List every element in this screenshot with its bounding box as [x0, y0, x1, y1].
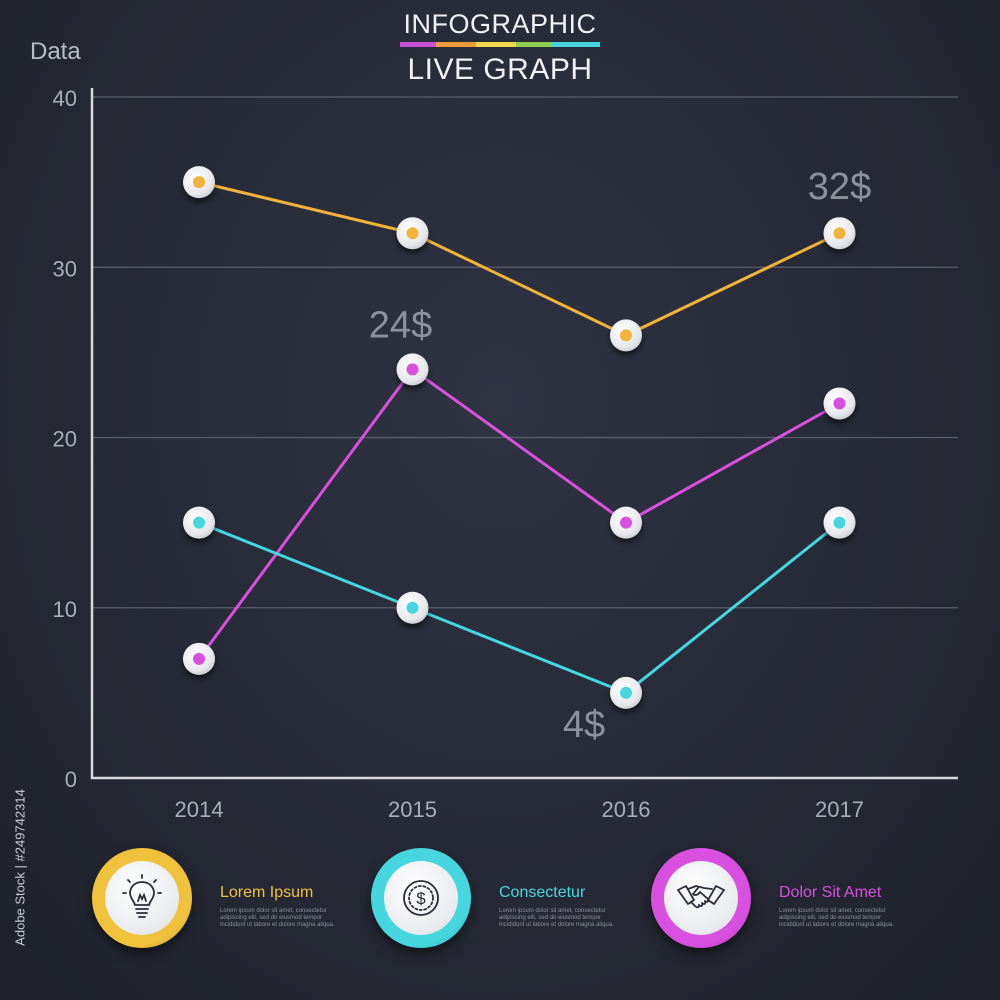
legend-ring-3 [651, 848, 751, 948]
point-center [833, 227, 846, 240]
y-tick-label-30: 30 [53, 256, 77, 281]
series-line-2 [197, 367, 841, 660]
point-center [406, 363, 419, 376]
x-tick-label-2016: 2016 [602, 797, 651, 822]
data-annotation-1: 32$ [808, 166, 871, 208]
y-tick-label-0: 0 [65, 767, 77, 792]
point-center [620, 686, 632, 699]
y-tick-label-20: 20 [53, 427, 77, 452]
point-center [193, 176, 205, 189]
x-tick-label-2014: 2014 [175, 797, 224, 822]
y-tick-label-40: 40 [53, 86, 77, 111]
handshake-icon [664, 861, 738, 935]
title-line-2: LIVE GRAPH [407, 53, 593, 86]
stock-id: Adobe Stock | #249742314 [12, 789, 28, 946]
legend-title-3: Dolor Sit Amet [779, 884, 882, 901]
point-center [620, 329, 632, 342]
legend-text-1: Lorem ipsum dolor sit amet, consectetur … [220, 908, 335, 928]
x-tick-label-2015: 2015 [388, 797, 437, 822]
rainbow-underline [400, 42, 600, 47]
point-center [406, 227, 419, 240]
series-2-point-2014 [183, 642, 215, 675]
legend-title-2: Consectetur [499, 884, 586, 901]
y-axis-label: Data [30, 38, 81, 65]
point-center [620, 516, 632, 529]
y-tick-label-10: 10 [53, 597, 77, 622]
series-3-point-2017 [823, 506, 856, 539]
series-3-point-2015 [396, 591, 429, 624]
title-line-1: INFOGRAPHIC [403, 9, 597, 39]
series-1-point-2015 [396, 217, 429, 250]
legend-ring-1 [92, 848, 192, 948]
legend-title-1: Lorem Ipsum [220, 884, 314, 901]
point-center [406, 601, 419, 614]
series-2-point-2016 [610, 506, 642, 539]
title-block: INFOGRAPHIC LIVE GRAPH [400, 8, 600, 87]
point-center [193, 516, 205, 529]
point-center [833, 516, 846, 529]
series-2-point-2015 [396, 353, 429, 386]
data-annotation-2: 24$ [369, 304, 432, 346]
x-tick-label-2017: 2017 [815, 797, 864, 822]
dollar-coin-icon: $ [384, 861, 458, 935]
data-annotation-3: 4$ [563, 704, 605, 746]
series-line-3 [198, 521, 841, 695]
legend-text-3: Lorem ipsum dolor sit amet, consectetur … [779, 908, 894, 928]
legend-text-2: Lorem ipsum dolor sit amet, consectetur … [499, 908, 614, 928]
lightbulb-icon [105, 861, 179, 935]
point-center [193, 652, 205, 665]
svg-text:$: $ [416, 889, 426, 908]
point-center [833, 397, 846, 410]
legend-ring-2: $ [371, 848, 471, 948]
series-line-1 [198, 180, 841, 337]
series-1-point-2014 [183, 166, 215, 199]
series-2-point-2017 [823, 387, 856, 420]
series-3-point-2014 [183, 506, 215, 539]
series-1-point-2017 [823, 217, 856, 250]
series-1-point-2016 [610, 319, 642, 352]
series-3-point-2016 [610, 676, 642, 709]
